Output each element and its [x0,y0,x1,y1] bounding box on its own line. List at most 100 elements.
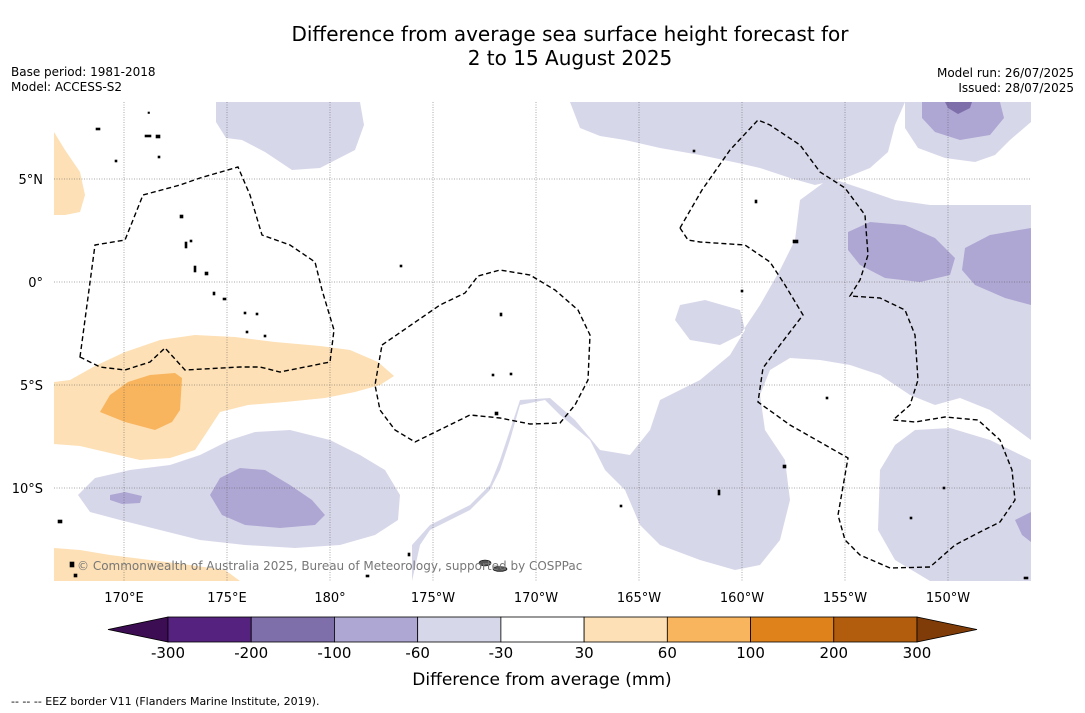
lon-label-175w: 175°W [411,591,455,606]
colorbar-label: Difference from average (mm) [412,670,671,690]
colorbar: -300 -200 -100 -60 -30 30 60 100 200 300 Differen… [107,616,978,690]
region-top-band-purple [570,102,905,185]
island [222,297,227,301]
island [73,573,78,578]
region-southeast-purple [878,428,1031,581]
meta-right: Model run: 26/07/2025 Issued: 28/07/2025 [937,66,1074,96]
island [245,330,249,334]
region-mid-purple-1 [848,222,955,282]
island [144,134,152,138]
lat-label-5s: 5°S [20,379,43,394]
island [263,334,267,338]
island [147,111,150,114]
colorbar-tick-label: 100 [736,644,765,662]
island [184,241,188,249]
colorbar-tick-label: 300 [903,644,932,662]
island [57,519,63,524]
colorbar-tick-label: 30 [575,644,594,662]
eez-kiribati-phoenix [374,269,591,443]
island [204,271,209,276]
colorbar-tick-label: -200 [234,644,268,662]
region-mid-purple-3 [922,102,1004,140]
lat-label-0: 0° [28,276,43,291]
island [193,265,197,273]
title-line-2: 2 to 15 August 2025 [467,46,673,70]
colorbar-boxes [107,616,978,643]
region-mid-purple-2 [962,228,1031,305]
lon-label-160w: 160°W [720,591,764,606]
lon-labels: 170°E 175°E 180° 175°W 170°W 165°W 160°W… [104,591,970,606]
eez-kiribati-gilbert [79,166,335,373]
colorbar-box [666,616,751,643]
model-run: Model run: 26/07/2025 [936,66,1074,80]
island [399,264,403,268]
lat-label-10s: 10°S [12,482,43,497]
base-period: Base period: 1981-2018 [11,65,156,79]
lon-label-170w: 170°W [514,591,558,606]
island [155,134,161,139]
copyright-notice: © Commonwealth of Australia 2025, Bureau… [77,559,582,573]
colorbar-box [334,616,419,643]
issued-date: Issued: 28/07/2025 [958,81,1074,95]
island [494,411,499,416]
lon-label-170e: 170°E [104,591,144,606]
anomaly-mid-purple [110,102,1031,542]
eez-kiribati-line [679,119,1016,569]
island [792,239,799,244]
island [212,291,216,296]
region-top-left-purple [216,102,364,170]
island [492,566,508,572]
meta-left: Base period: 1981-2018 Model: ACCESS-S2 [11,65,156,95]
colorbar-tick-label: -100 [317,644,351,662]
colorbar-extend-low [107,616,169,643]
island [754,199,758,204]
island [157,155,161,159]
island [243,311,247,315]
map-title: Difference from average sea surface heig… [0,22,1085,70]
region-mid-purple-6 [1015,512,1031,542]
map-panel: © Commonwealth of Australia 2025, Bureau… [54,102,1031,581]
region-mid-purple-4 [210,468,325,528]
colorbar-tick-labels: -300 -200 -100 -60 -30 30 60 100 200 300 [151,644,931,662]
region-dark-purple-1 [945,102,972,114]
island [95,127,101,131]
colorbar-box [167,616,252,643]
colorbar-tick-label: 60 [658,644,677,662]
island [1023,576,1029,580]
lon-label-155w: 155°W [823,591,867,606]
region-light-orange-3 [54,548,240,581]
colorbar-box [417,616,502,643]
island [189,239,193,243]
island [717,489,721,496]
colorbar-tick-label: -60 [405,644,430,662]
colorbar-box [500,616,585,643]
lat-label-5n: 5°N [19,173,44,188]
lon-label-175e: 175°E [207,591,247,606]
island [692,149,696,153]
island [491,373,495,377]
colorbar-box [833,616,918,643]
island [909,516,913,520]
colorbar-extend-high [916,616,978,643]
region-mid-purple-5 [110,492,142,504]
title-line-1: Difference from average sea surface heig… [291,22,849,46]
anomaly-dark-purple [945,102,972,114]
island [825,396,829,400]
lon-label-150w: 150°W [926,591,970,606]
islands [57,111,1029,580]
eez-borders [79,119,1016,569]
region-east-purple [412,178,1031,581]
colorbar-tick-label: 200 [819,644,848,662]
lon-label-165w: 165°W [617,591,661,606]
island [509,372,513,376]
colorbar-tick-label: -30 [489,644,514,662]
island [114,159,118,163]
island [255,312,259,316]
island [619,504,623,508]
region-mid-orange-1 [100,373,182,430]
island [407,552,411,557]
island [782,464,787,469]
island [69,561,75,568]
island [499,312,503,317]
region-light-orange-2 [54,132,85,215]
